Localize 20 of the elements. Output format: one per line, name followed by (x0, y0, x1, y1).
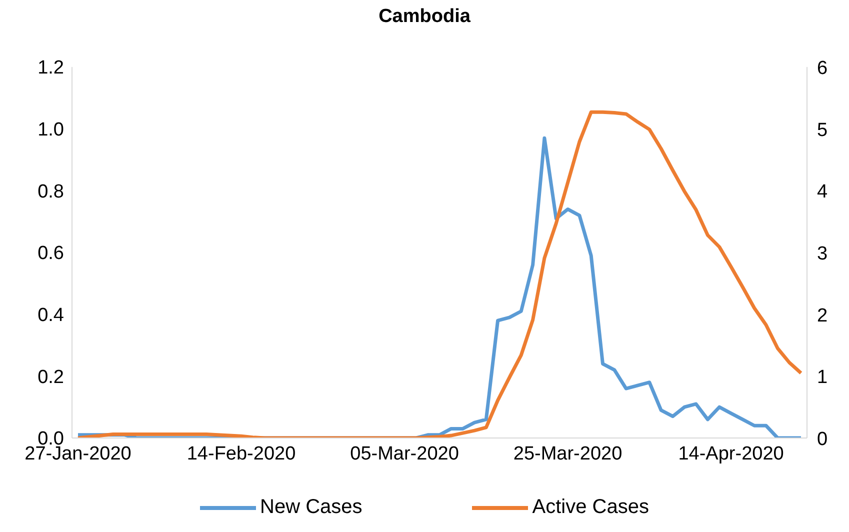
x-tick-label: 25-Mar-2020 (513, 443, 622, 464)
y2-tick-label: 4 (817, 182, 828, 203)
y-tick-label: 0.2 (38, 366, 64, 388)
chart-title: Cambodia (378, 6, 472, 28)
y2-tick-label: 1 (817, 367, 828, 388)
legend-label: New Cases (260, 496, 362, 519)
y2-tick-label: 3 (817, 244, 828, 264)
y-tick-label: 0.8 (38, 181, 64, 202)
y-tick-label: 1.0 (38, 120, 64, 141)
y2-tick-label: 5 (817, 120, 828, 141)
x-tick-label: 14-Apr-2020 (678, 443, 784, 464)
y2-tick-label: 0 (817, 429, 828, 450)
y-tick-label: 0.4 (38, 305, 64, 326)
y2-tick-label: 2 (817, 305, 828, 326)
x-tick-label: 05-Mar-2020 (350, 443, 459, 464)
x-tick-label: 14-Feb-2020 (186, 443, 296, 464)
y-tick-label: 1.2 (38, 58, 64, 79)
y-tick-label: 0.6 (38, 243, 64, 264)
y2-tick-label: 6 (817, 58, 828, 79)
legend-label: Active Cases (532, 496, 649, 519)
